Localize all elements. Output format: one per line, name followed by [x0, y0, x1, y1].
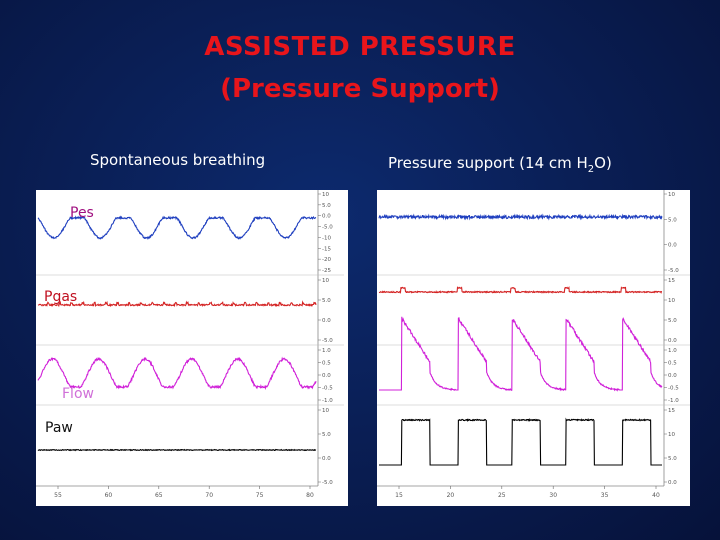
y-tick-label: 1.0 — [668, 348, 677, 354]
pgas-trace — [37, 300, 317, 308]
y-tick-label: 5.0 — [322, 298, 331, 304]
y-tick-label: 10 — [668, 298, 675, 304]
x-tick-label: 15 — [395, 492, 403, 499]
x-tick-label: 25 — [498, 492, 506, 499]
chart-background — [36, 190, 348, 506]
flow-trace — [379, 316, 663, 392]
y-tick-label: -5.0 — [322, 338, 333, 344]
x-tick-label: 30 — [549, 492, 557, 499]
y-tick-label: 0.0 — [668, 480, 677, 486]
slide-subtitle: (Pressure Support) — [220, 74, 500, 104]
y-tick-label: 15 — [668, 408, 675, 414]
right-caption-main: Pressure support (14 cm H — [388, 154, 588, 172]
y-tick-label: -25 — [322, 268, 331, 274]
x-tick-label: 65 — [155, 492, 163, 499]
y-tick-label: 5.0 — [668, 318, 677, 324]
x-tick-label: 70 — [205, 492, 213, 499]
label-pes: Pes — [70, 205, 94, 221]
y-tick-label: 1.0 — [322, 348, 331, 354]
y-tick-label: -10 — [322, 235, 331, 241]
x-axis-strip — [377, 486, 690, 506]
y-tick-label: 5.0 — [322, 432, 331, 438]
x-axis-strip — [36, 486, 348, 506]
x-tick-label: 75 — [256, 492, 264, 499]
y-tick-label: 0.0 — [668, 338, 677, 344]
y-tick-label: 0.0 — [322, 456, 331, 462]
paw-trace — [379, 417, 662, 466]
y-tick-label: 5.0 — [322, 203, 331, 209]
y-tick-label: 0.0 — [322, 373, 331, 379]
pes-trace — [37, 215, 317, 240]
right-caption-end: O) — [594, 154, 612, 172]
y-tick-label: 10 — [668, 192, 675, 198]
x-tick-label: 60 — [105, 492, 113, 499]
y-tick-label: 0.0 — [322, 318, 331, 324]
flow-trace — [37, 356, 317, 391]
y-tick-label: -5.0 — [322, 225, 333, 231]
left-waveforms: Pes Pgas Flow Paw — [37, 205, 317, 452]
y-tick-label: -1.0 — [322, 398, 333, 404]
label-paw: Paw — [45, 420, 73, 436]
label-flow: Flow — [62, 386, 94, 402]
y-tick-label: 10 — [322, 408, 329, 414]
y-tick-label: 0.0 — [668, 373, 677, 379]
x-tick-label: 20 — [447, 492, 455, 499]
y-tick-label: 0.0 — [668, 243, 677, 249]
y-tick-label: 0.5 — [668, 361, 677, 367]
y-tick-label: 15 — [668, 278, 675, 284]
y-tick-label: 10 — [322, 192, 329, 198]
pes-trace — [378, 213, 663, 221]
y-tick-label: 10 — [668, 432, 675, 438]
y-tick-label: 0.0 — [322, 214, 331, 220]
right-waveforms — [378, 213, 663, 466]
chart-background — [377, 190, 690, 506]
left-chart-panel: 55 60 65 70 75 80 10 5.0 0.0 -5.0 -10 -15 -20 -25 10 5.… — [36, 190, 348, 506]
slide-title: ASSISTED PRESSURE — [204, 32, 516, 62]
y-tick-label: -1.0 — [668, 398, 679, 404]
y-tick-label: -15 — [322, 246, 331, 252]
y-tick-label: -0.5 — [668, 386, 679, 392]
y-tick-label: 5.0 — [668, 456, 677, 462]
label-pgas: Pgas — [44, 289, 77, 305]
right-chart-panel: 15 20 25 30 35 40 10 5.0 0.0 -5.0 15 10 5.0 0.0 1.0 0.5… — [377, 190, 690, 506]
x-tick-label: 55 — [54, 492, 62, 499]
x-tick-label: 40 — [652, 492, 660, 499]
y-tick-label: -20 — [322, 257, 331, 263]
y-tick-label: -0.5 — [322, 386, 333, 392]
y-tick-label: -5.0 — [322, 480, 333, 486]
x-tick-label: 35 — [601, 492, 609, 499]
y-tick-label: 5.0 — [668, 217, 677, 223]
y-tick-label: 10 — [322, 278, 329, 284]
pgas-trace — [378, 285, 663, 294]
y-tick-label: -5.0 — [668, 268, 679, 274]
x-tick-label: 80 — [306, 492, 314, 499]
y-tick-label: 0.5 — [322, 361, 331, 367]
right-caption-subscript: 2 — [587, 164, 595, 175]
right-panel-caption: Pressure support (14 cm H2O) — [388, 154, 612, 175]
paw-trace — [37, 448, 317, 452]
left-panel-caption: Spontaneous breathing — [90, 151, 266, 169]
